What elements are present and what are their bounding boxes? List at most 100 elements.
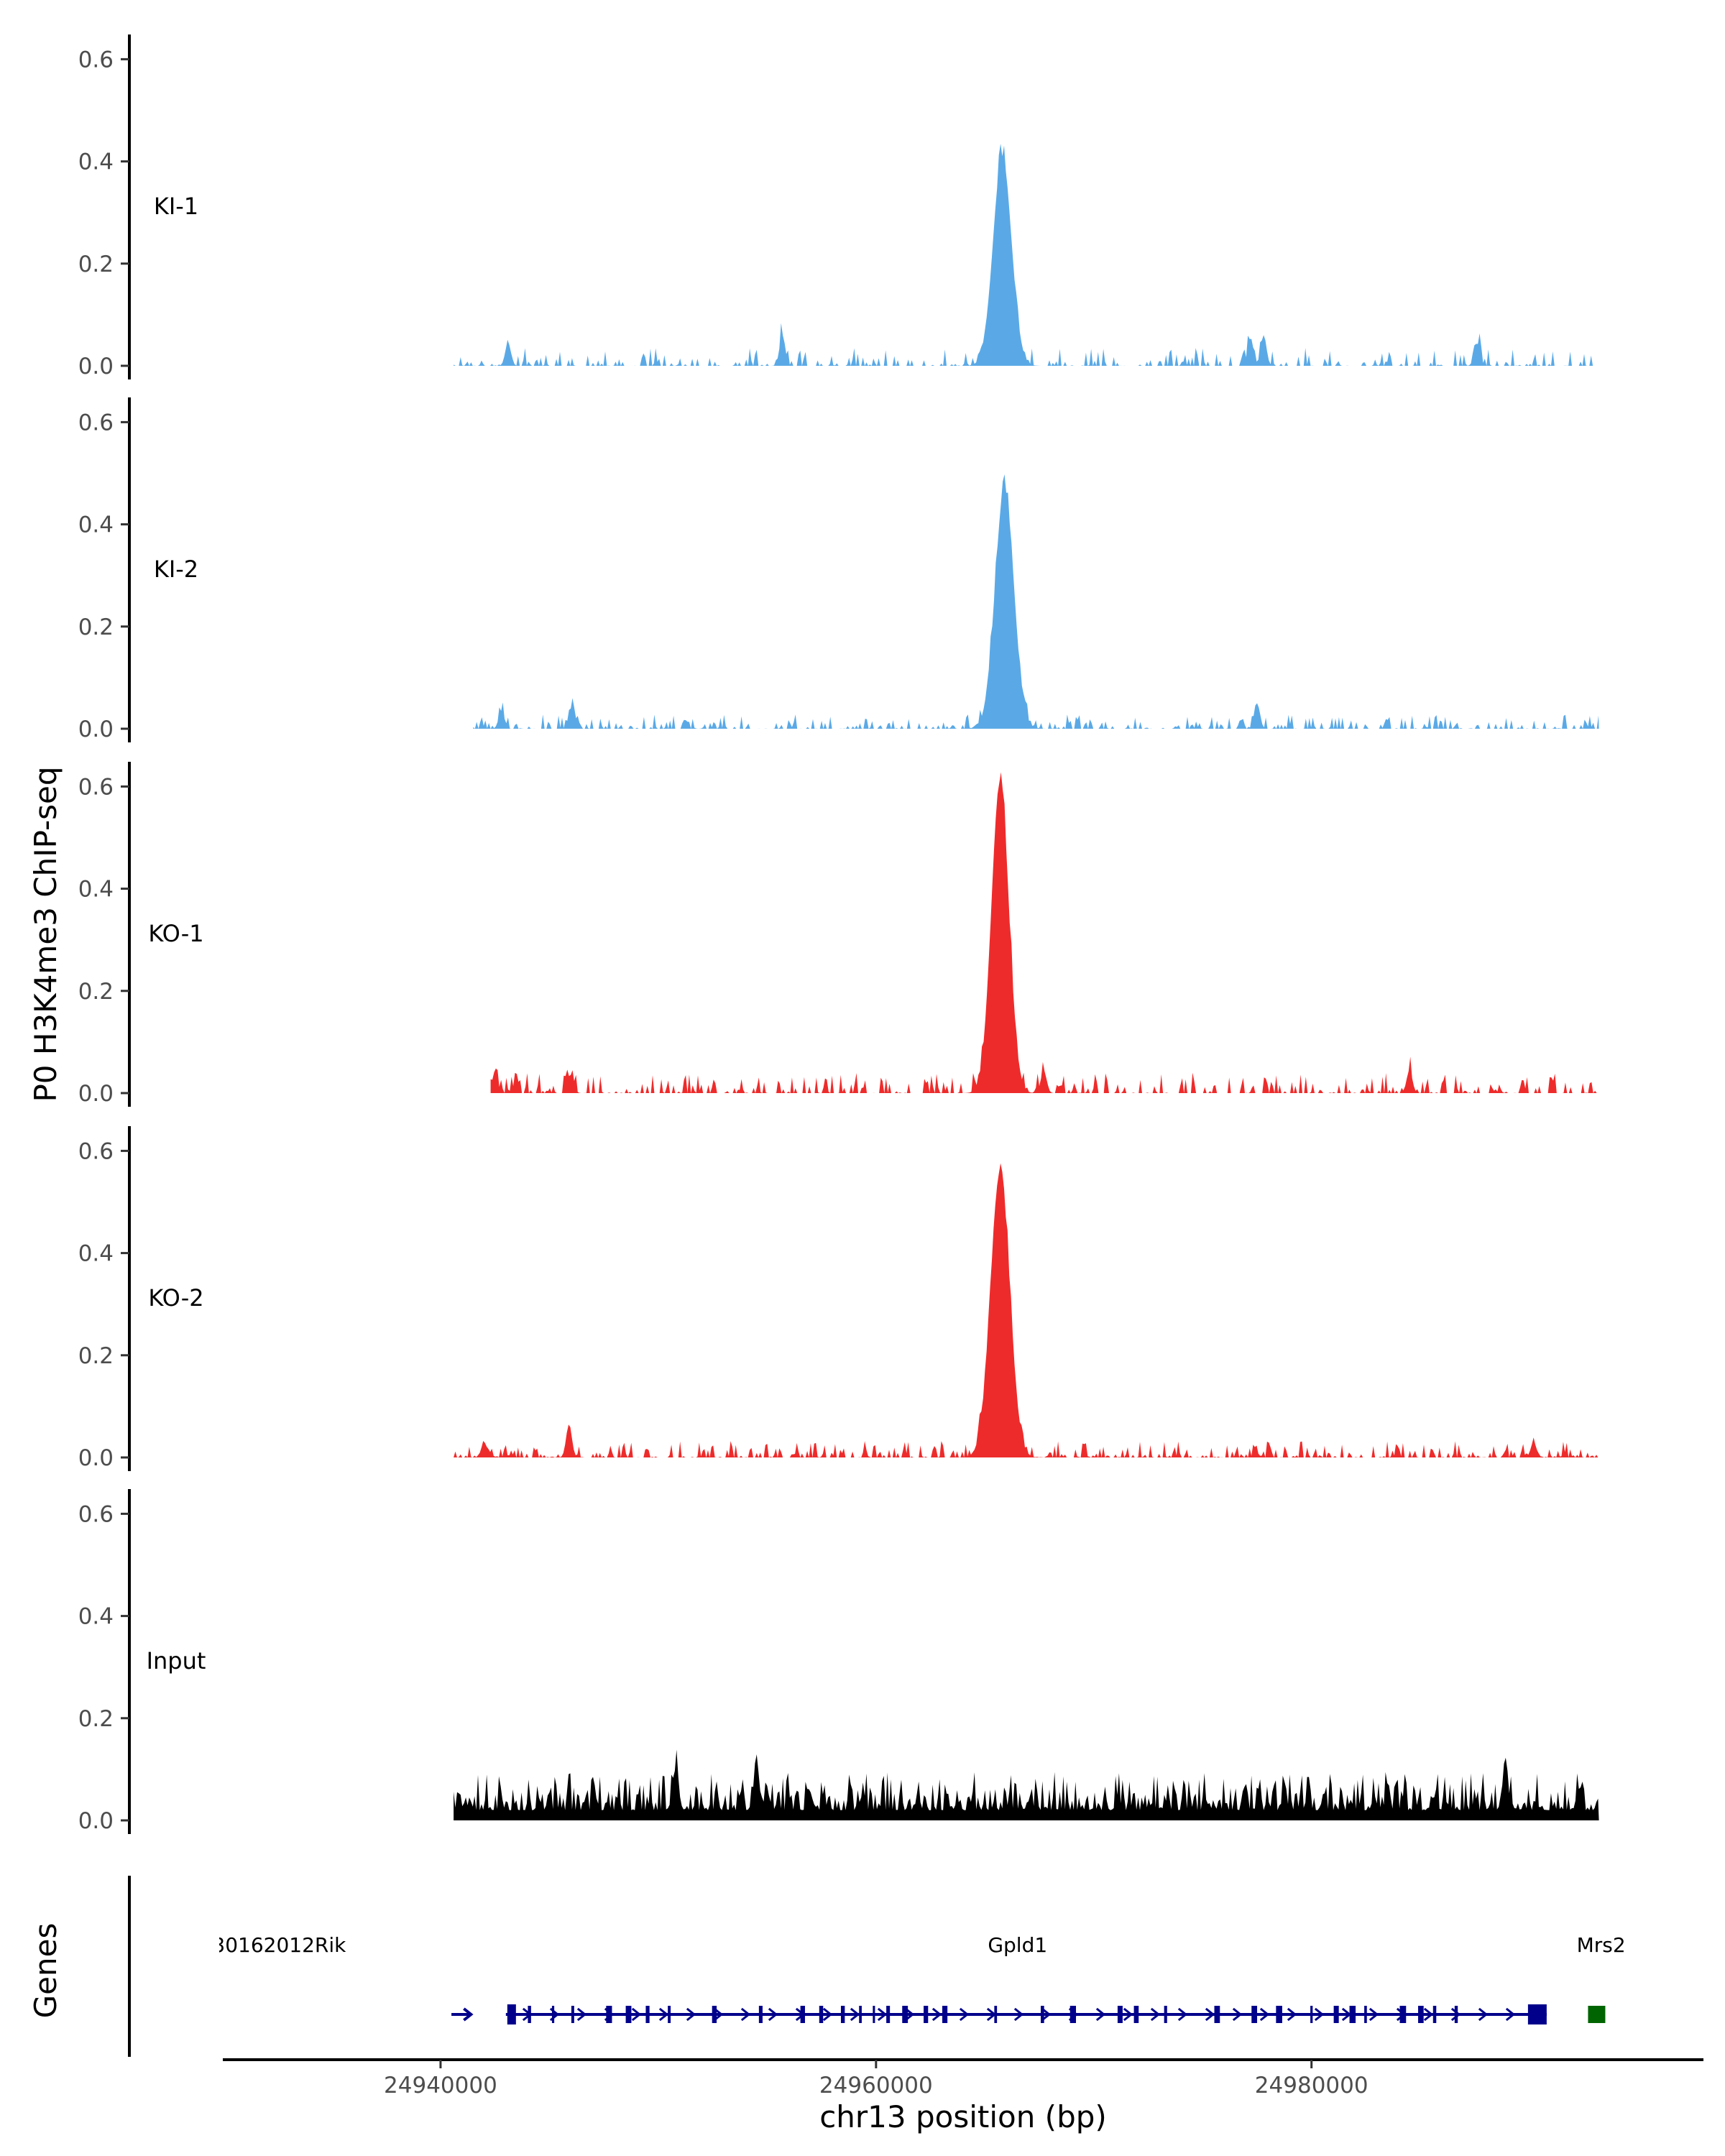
exon <box>994 2006 998 2023</box>
strand-arrow <box>1259 2007 1270 2022</box>
strand-arrow <box>959 2007 970 2022</box>
exon <box>1310 2006 1313 2023</box>
y-axis-title: P0 H3K4me3 ChIP-seq <box>28 766 63 1102</box>
x-axis: 24940000 24960000 24980000 <box>223 2058 1703 2099</box>
exon <box>1527 2004 1547 2024</box>
strand-arrow <box>1368 2007 1379 2022</box>
exon <box>1399 2006 1407 2023</box>
y-tick-label: 0.4 <box>78 149 114 175</box>
y-tick-label: 0.4 <box>78 512 114 538</box>
strand-arrow <box>576 2007 587 2022</box>
exon <box>1117 2006 1123 2023</box>
strand-arrow <box>740 2007 751 2022</box>
exon <box>606 2006 612 2023</box>
exon <box>902 2006 908 2023</box>
strand-arrow <box>904 2007 915 2022</box>
signal-area-ki-1 <box>454 144 1595 366</box>
strand-arrow <box>463 2007 474 2022</box>
y-tick-label: 0.4 <box>78 1604 114 1630</box>
y-tick-label: 0.6 <box>78 774 114 800</box>
x-tick-label: 24980000 <box>1255 2073 1368 2099</box>
strand-arrow <box>1505 2007 1516 2022</box>
exon <box>758 2006 763 2023</box>
genes-panel: 9330162012Rik Gpld1 Mrs2 <box>128 1876 1626 2057</box>
y-tick-label: 0.2 <box>78 1706 114 1732</box>
strand-arrow <box>1205 2007 1215 2022</box>
exon <box>873 2006 875 2023</box>
strand-arrow <box>1232 2007 1243 2022</box>
signal-area-ko-1 <box>490 772 1599 1093</box>
exon <box>1214 2006 1220 2023</box>
gene-label-mrs2: Mrs2 <box>1577 1933 1626 1957</box>
track-label-ko-1: KO-1 <box>148 920 203 947</box>
exon <box>1432 2006 1437 2023</box>
y-tick-label: 0.2 <box>78 1343 114 1369</box>
track-label-ko-2: KO-2 <box>148 1284 203 1312</box>
exon <box>942 2006 948 2023</box>
strand-arrow <box>822 2007 833 2022</box>
strand-arrow <box>1123 2007 1133 2022</box>
y-tick-label: 0.2 <box>78 979 114 1005</box>
y-tick-label: 0.6 <box>78 47 114 73</box>
signal-area-ko-2 <box>454 1163 1599 1457</box>
exon <box>625 2006 632 2023</box>
exon <box>551 2006 555 2023</box>
signal-area-input <box>454 1749 1599 1820</box>
exon <box>571 2006 574 2023</box>
y-tick-label: 0.4 <box>78 1241 114 1267</box>
y-tick-label: 0.6 <box>78 410 114 436</box>
y-tick-label: 0.6 <box>78 1501 114 1527</box>
gene-mrs2: Mrs2 <box>1577 1933 1626 2023</box>
y-tick-label: 0.0 <box>78 1808 114 1834</box>
strand-arrow <box>686 2007 696 2022</box>
y-tick-label: 0.0 <box>78 354 114 379</box>
exon <box>1364 2006 1367 2023</box>
y-tick-label: 0.4 <box>78 877 114 903</box>
y-tick-label: 0.0 <box>78 717 114 742</box>
y-tick-label: 0.0 <box>78 1445 114 1471</box>
strand-arrow <box>768 2007 778 2022</box>
x-axis-title: chr13 position (bp) <box>819 2099 1107 2134</box>
strand-arrow <box>1450 2007 1461 2022</box>
strand-arrow <box>1041 2007 1052 2022</box>
exon <box>528 2006 531 2023</box>
strand-arrow <box>1478 2007 1489 2022</box>
strand-arrow <box>1095 2007 1106 2022</box>
exon <box>859 2006 862 2023</box>
exon <box>1070 2006 1077 2023</box>
exon <box>819 2006 824 2023</box>
track-input: 0.0 0.2 0.4 0.6 Input <box>78 1489 1599 1834</box>
exon <box>1333 2006 1339 2023</box>
track-ki-1: 0.0 0.2 0.4 0.6 KI-1 <box>78 34 1595 379</box>
strand-arrow <box>631 2007 642 2022</box>
exon <box>1418 2006 1424 2023</box>
exon <box>507 2004 516 2024</box>
exon <box>645 2006 650 2023</box>
track-label-ki-2: KI-2 <box>154 556 198 583</box>
gene-box <box>1588 2006 1606 2023</box>
track-ko-2: 0.0 0.2 0.4 0.6 KO-2 <box>78 1126 1599 1471</box>
exon <box>924 2006 929 2023</box>
signal-area-ki-2 <box>473 474 1599 729</box>
y-tick-label: 0.0 <box>78 1081 114 1107</box>
exon <box>1251 2006 1258 2023</box>
gene-gpld1: Gpld1 <box>505 1933 1547 2024</box>
exon <box>1276 2006 1282 2023</box>
strand-arrow <box>877 2007 888 2022</box>
exon <box>1164 2006 1167 2023</box>
strand-arrow <box>1314 2007 1325 2022</box>
gene-9330162012rik: 9330162012Rik <box>219 1933 474 2022</box>
track-ki-2: 0.0 0.2 0.4 0.6 KI-2 <box>78 397 1599 742</box>
strand-arrow <box>1287 2007 1297 2022</box>
exon <box>1454 2006 1458 2023</box>
strand-arrow <box>932 2007 942 2022</box>
x-tick-label: 24960000 <box>819 2073 933 2099</box>
strand-arrow <box>1177 2007 1188 2022</box>
exon <box>800 2006 805 2023</box>
strand-arrow <box>850 2007 860 2022</box>
track-label-input: Input <box>147 1647 206 1674</box>
genes-axis-title: Genes <box>28 1923 63 2019</box>
y-tick-label: 0.2 <box>78 252 114 277</box>
track-label-ki-1: KI-1 <box>154 193 198 220</box>
